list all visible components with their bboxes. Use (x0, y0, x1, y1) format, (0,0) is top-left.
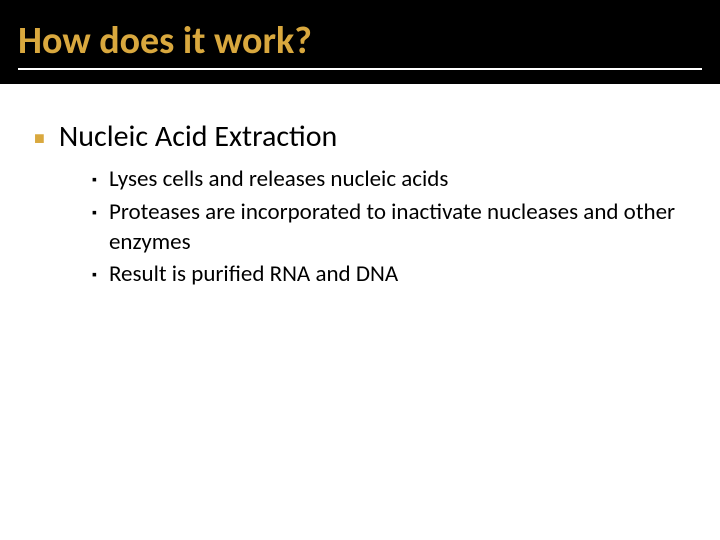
bullet-level2: ▪ Proteases are incorporated to inactiva… (92, 197, 686, 257)
level2-text: Result is purified RNA and DNA (109, 259, 398, 289)
bullet-bar-icon: ▪ (92, 198, 97, 228)
slide-title: How does it work? (18, 18, 702, 64)
header-underline (18, 68, 702, 70)
slide-content: ■ Nucleic Acid Extraction ▪ Lyses cells … (0, 84, 720, 290)
level2-list: ▪ Lyses cells and releases nucleic acids… (92, 164, 686, 290)
bullet-bar-icon: ▪ (92, 260, 97, 290)
level1-text: Nucleic Acid Extraction (59, 118, 337, 155)
bullet-level2: ▪ Result is purified RNA and DNA (92, 259, 686, 290)
bullet-bar-icon: ▪ (92, 165, 97, 195)
bullet-square-icon: ■ (34, 120, 45, 156)
level2-text: Proteases are incorporated to inactivate… (109, 197, 686, 257)
bullet-level1: ■ Nucleic Acid Extraction (34, 118, 686, 156)
level2-text: Lyses cells and releases nucleic acids (109, 164, 448, 194)
slide-header: How does it work? (0, 0, 720, 78)
bullet-level2: ▪ Lyses cells and releases nucleic acids (92, 164, 686, 195)
